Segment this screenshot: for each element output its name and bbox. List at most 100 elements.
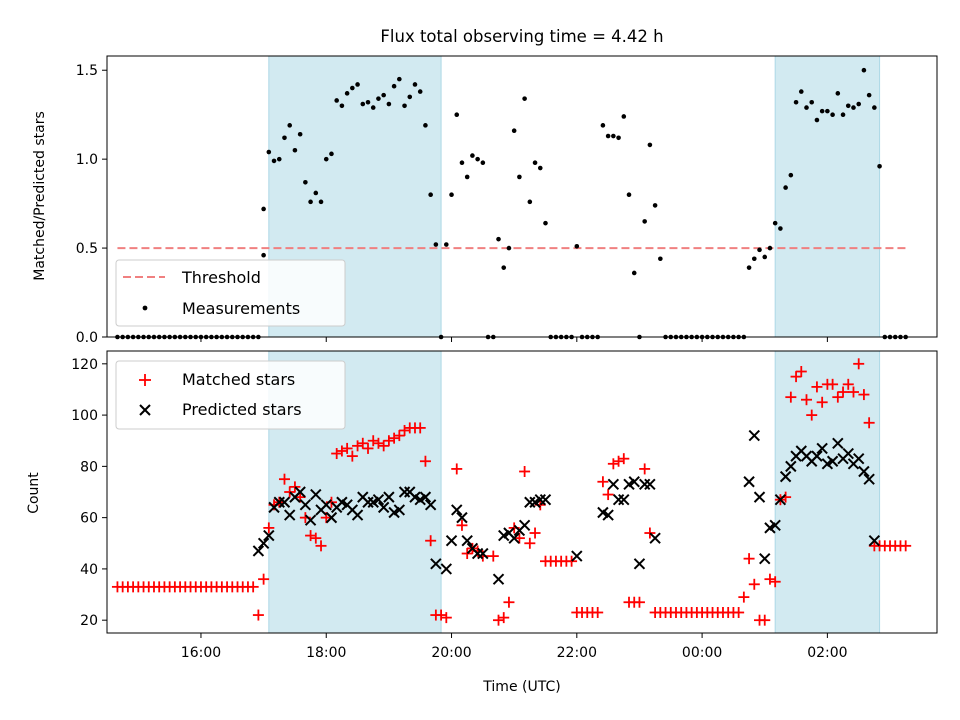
predicted-star-marker [832, 437, 844, 449]
predicted-marker-b [377, 501, 390, 514]
measurement-point [297, 131, 303, 137]
predicted-marker-b [774, 493, 787, 506]
bottom-y-axis-label: Count [26, 472, 42, 514]
bottom-x-tick-label: 02:00 [807, 645, 847, 661]
legend-measurements-label: Measurements [182, 299, 300, 318]
predicted-marker-b [492, 573, 505, 585]
predicted-marker-b [346, 504, 359, 516]
measurement-point [459, 160, 465, 166]
matched-star-marker [378, 440, 390, 452]
top-legend: Threshold Measurements [115, 259, 346, 327]
predicted-marker-b [649, 532, 661, 544]
predicted-star-marker [644, 478, 656, 491]
matched-star-marker [790, 371, 802, 383]
measurement-point [501, 265, 507, 270]
predicted-star-marker [461, 535, 473, 547]
measurement-point [511, 128, 517, 133]
predicted-star-marker [471, 547, 484, 560]
measurement-point [798, 89, 804, 94]
bottom-x-tick-label: 22:00 [557, 645, 597, 661]
predicted-star-marker [252, 545, 265, 557]
measurement-point [757, 247, 762, 253]
matched-star-marker [633, 596, 645, 608]
measurement-point [496, 236, 501, 242]
predicted-star-marker [612, 493, 625, 506]
measurement-point [840, 112, 846, 117]
top-y-ticks: 0.0 0.5 1.0 1.5 [76, 63, 107, 346]
matched-star-marker [900, 540, 912, 552]
matched-star-marker [842, 378, 854, 390]
measurement-point [543, 220, 548, 226]
matched-star-marker [284, 486, 296, 498]
predicted-marker-b [310, 488, 322, 501]
matched-star-marker [456, 519, 468, 531]
predicted-star-marker [743, 476, 755, 488]
bottom-shaded-intervals [268, 350, 881, 634]
measurement-point [261, 206, 266, 212]
matched-star-marker [800, 394, 812, 406]
measurement-point [835, 91, 841, 96]
measurement-point [412, 82, 418, 87]
measurement-point [751, 256, 757, 262]
predicted-marker-b [252, 545, 265, 557]
measurement-point [778, 226, 783, 231]
predicted-star-marker [618, 493, 630, 506]
predicted-marker-b [858, 465, 870, 478]
predicted-marker-b [607, 478, 620, 491]
predicted-star-marker [826, 455, 839, 467]
predicted-star-marker [398, 486, 411, 498]
predicted-marker-b [785, 460, 797, 473]
predicted-marker-b [571, 550, 583, 562]
measurement-point [506, 245, 512, 251]
predicted-star-marker [419, 491, 432, 503]
predicted-marker-b [325, 511, 338, 524]
matched-star-marker [592, 606, 604, 618]
matched-star-marker [811, 381, 823, 393]
top-y-tick-label: 1.0 [76, 152, 98, 168]
predicted-marker-b [753, 491, 766, 503]
legend-predicted-label: Predicted stars [182, 400, 302, 419]
top-y-tick-label: 1.5 [76, 63, 98, 79]
predicted-star-marker [816, 442, 828, 455]
predicted-marker-b [440, 563, 453, 575]
measurement-point [825, 108, 830, 114]
measurement-point [376, 96, 381, 101]
matched-star-marker [764, 573, 776, 585]
predicted-marker-b [404, 486, 416, 498]
measurement-point [329, 151, 334, 157]
matched-star-marker [806, 409, 818, 421]
measurement-point [626, 192, 632, 198]
measurement-point [830, 112, 835, 117]
matched-star-marker [352, 440, 364, 452]
matched-star-marker [252, 609, 264, 621]
matched-star-marker [738, 591, 750, 603]
predicted-star-marker [852, 452, 865, 465]
predicted-marker-b [826, 455, 839, 467]
matched-star-marker [847, 386, 859, 398]
predicted-star-marker [294, 486, 306, 498]
matched-star-marker [393, 430, 405, 442]
measurement-point [517, 174, 522, 180]
measurement-point [287, 123, 293, 128]
predicted-marker-b [863, 473, 875, 485]
measurement-point [772, 220, 778, 226]
measurement-point [616, 135, 621, 141]
predicted-marker-b [278, 496, 291, 508]
predicted-star-marker [351, 509, 364, 521]
predicted-star-marker [759, 552, 771, 565]
measurement-point [642, 219, 647, 224]
predicted-marker-b [466, 542, 479, 555]
bottom-x-ticks: 16:00 18:00 20:00 22:00 00:00 02:00 [181, 633, 848, 661]
predicted-star-marker [649, 532, 661, 544]
measurement-point [621, 114, 627, 119]
legend-predicted-swatch [139, 404, 151, 416]
matched-star-marker [315, 540, 327, 552]
predicted-marker-b [612, 493, 625, 506]
matched-star-marker [566, 555, 578, 567]
predicted-star-marker [779, 470, 792, 483]
matched-star-marker [607, 458, 619, 470]
predicted-star-marker [748, 429, 761, 442]
measurement-point [783, 185, 788, 190]
top-plot-frame [106, 55, 938, 338]
predicted-marker-b [409, 491, 421, 503]
